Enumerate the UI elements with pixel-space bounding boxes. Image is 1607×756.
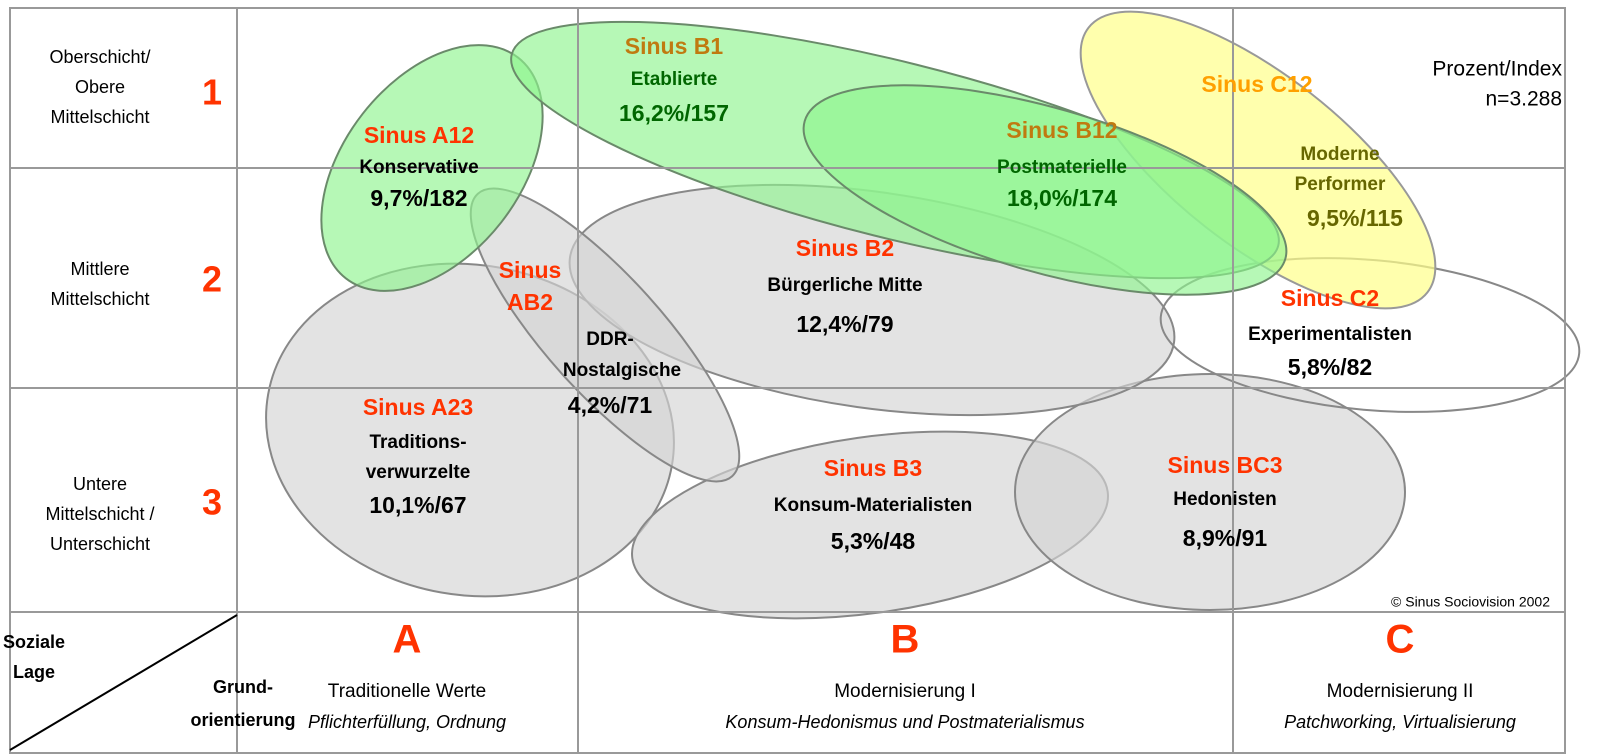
milieu-value: 16,2%/157 — [619, 100, 729, 126]
note: Prozent/Index — [1432, 58, 1562, 81]
row-number: 2 — [202, 259, 222, 300]
milieu-name: Sinus B3 — [824, 455, 922, 481]
corner-label: Lage — [13, 662, 55, 682]
corner-diagonal — [9, 614, 238, 751]
note: n=3.288 — [1486, 88, 1563, 111]
milieu-name: Sinus A12 — [364, 122, 474, 148]
column-title: Modernisierung II — [1327, 681, 1474, 702]
milieu-shape — [802, 84, 1288, 296]
milieu-shapes — [265, 10, 1581, 620]
column-letter: A — [393, 618, 422, 662]
column-letter: B — [891, 618, 920, 662]
milieu-value: 9,5%/115 — [1307, 205, 1403, 231]
row-number: 3 — [202, 482, 222, 523]
milieu-name: Sinus — [499, 257, 562, 283]
milieu-description: Konservative — [359, 157, 478, 178]
milieu-description: Bürgerliche Mitte — [767, 275, 922, 296]
milieu-name: Sinus B2 — [796, 235, 894, 261]
milieu-name: Sinus C12 — [1201, 71, 1312, 97]
grid — [9, 7, 1566, 754]
milieu-description: Experimentalisten — [1248, 324, 1412, 345]
corner-label: orientierung — [190, 710, 295, 730]
column-subtitle: Pflichterfüllung, Ordnung — [308, 712, 506, 732]
row-label: Obere — [75, 77, 125, 97]
column-subtitle: Konsum-Hedonismus und Postmaterialismus — [725, 712, 1084, 732]
milieu-name: Sinus B1 — [625, 33, 724, 59]
corner-label: Grund- — [213, 677, 273, 697]
milieu-description: Postmaterielle — [997, 157, 1127, 178]
milieu-name: Sinus BC3 — [1167, 452, 1282, 478]
row-label: Untere — [73, 474, 127, 494]
row-label: Unterschicht — [50, 534, 150, 554]
corner-label: Soziale — [3, 632, 65, 652]
milieu-value: 12,4%/79 — [796, 311, 893, 337]
row-label: Mittelschicht / — [45, 504, 154, 524]
milieu-description: Moderne — [1300, 144, 1379, 165]
milieu-description: verwurzelte — [366, 462, 471, 483]
row-number: 1 — [202, 72, 222, 113]
row-label: Oberschicht/ — [49, 47, 150, 67]
column-title: Modernisierung I — [834, 681, 976, 702]
milieu-value: 10,1%/67 — [369, 492, 466, 518]
milieu-description: Nostalgische — [563, 360, 681, 381]
milieu-value: 5,3%/48 — [831, 528, 916, 554]
milieu-name: Sinus A23 — [363, 394, 473, 420]
row-label: Mittelschicht — [50, 289, 149, 309]
row-label: Mittlere — [70, 259, 129, 279]
milieu-value: 4,2%/71 — [568, 392, 653, 418]
outer-frame — [9, 7, 1566, 754]
milieu-name: Sinus B12 — [1006, 117, 1117, 143]
milieu-description: Etablierte — [631, 69, 718, 90]
milieu-shape — [1014, 373, 1406, 611]
milieu-name: Sinus C2 — [1281, 285, 1379, 311]
milieu-description: DDR- — [586, 329, 634, 350]
column-title: Traditionelle Werte — [328, 681, 486, 702]
milieu-value: 18,0%/174 — [1007, 185, 1117, 211]
milieu-description: Performer — [1295, 174, 1386, 195]
milieu-value: 9,7%/182 — [370, 185, 467, 211]
milieu-name: AB2 — [507, 289, 553, 315]
milieu-description: Traditions- — [369, 432, 466, 453]
column-subtitle: Patchworking, Virtualisierung — [1284, 712, 1516, 732]
milieu-description: Hedonisten — [1173, 489, 1276, 510]
texts: Oberschicht/Obere Mittelschicht 1 Mittlere M… — [3, 33, 1563, 732]
milieu-value: 8,9%/91 — [1183, 525, 1268, 551]
milieu-description: Konsum-Materialisten — [774, 495, 972, 516]
column-letter: C — [1386, 618, 1415, 662]
milieu-value: 5,8%/82 — [1288, 354, 1372, 380]
copyright: © Sinus Sociovision 2002 — [1391, 594, 1550, 610]
row-label: Mittelschicht — [50, 107, 149, 127]
